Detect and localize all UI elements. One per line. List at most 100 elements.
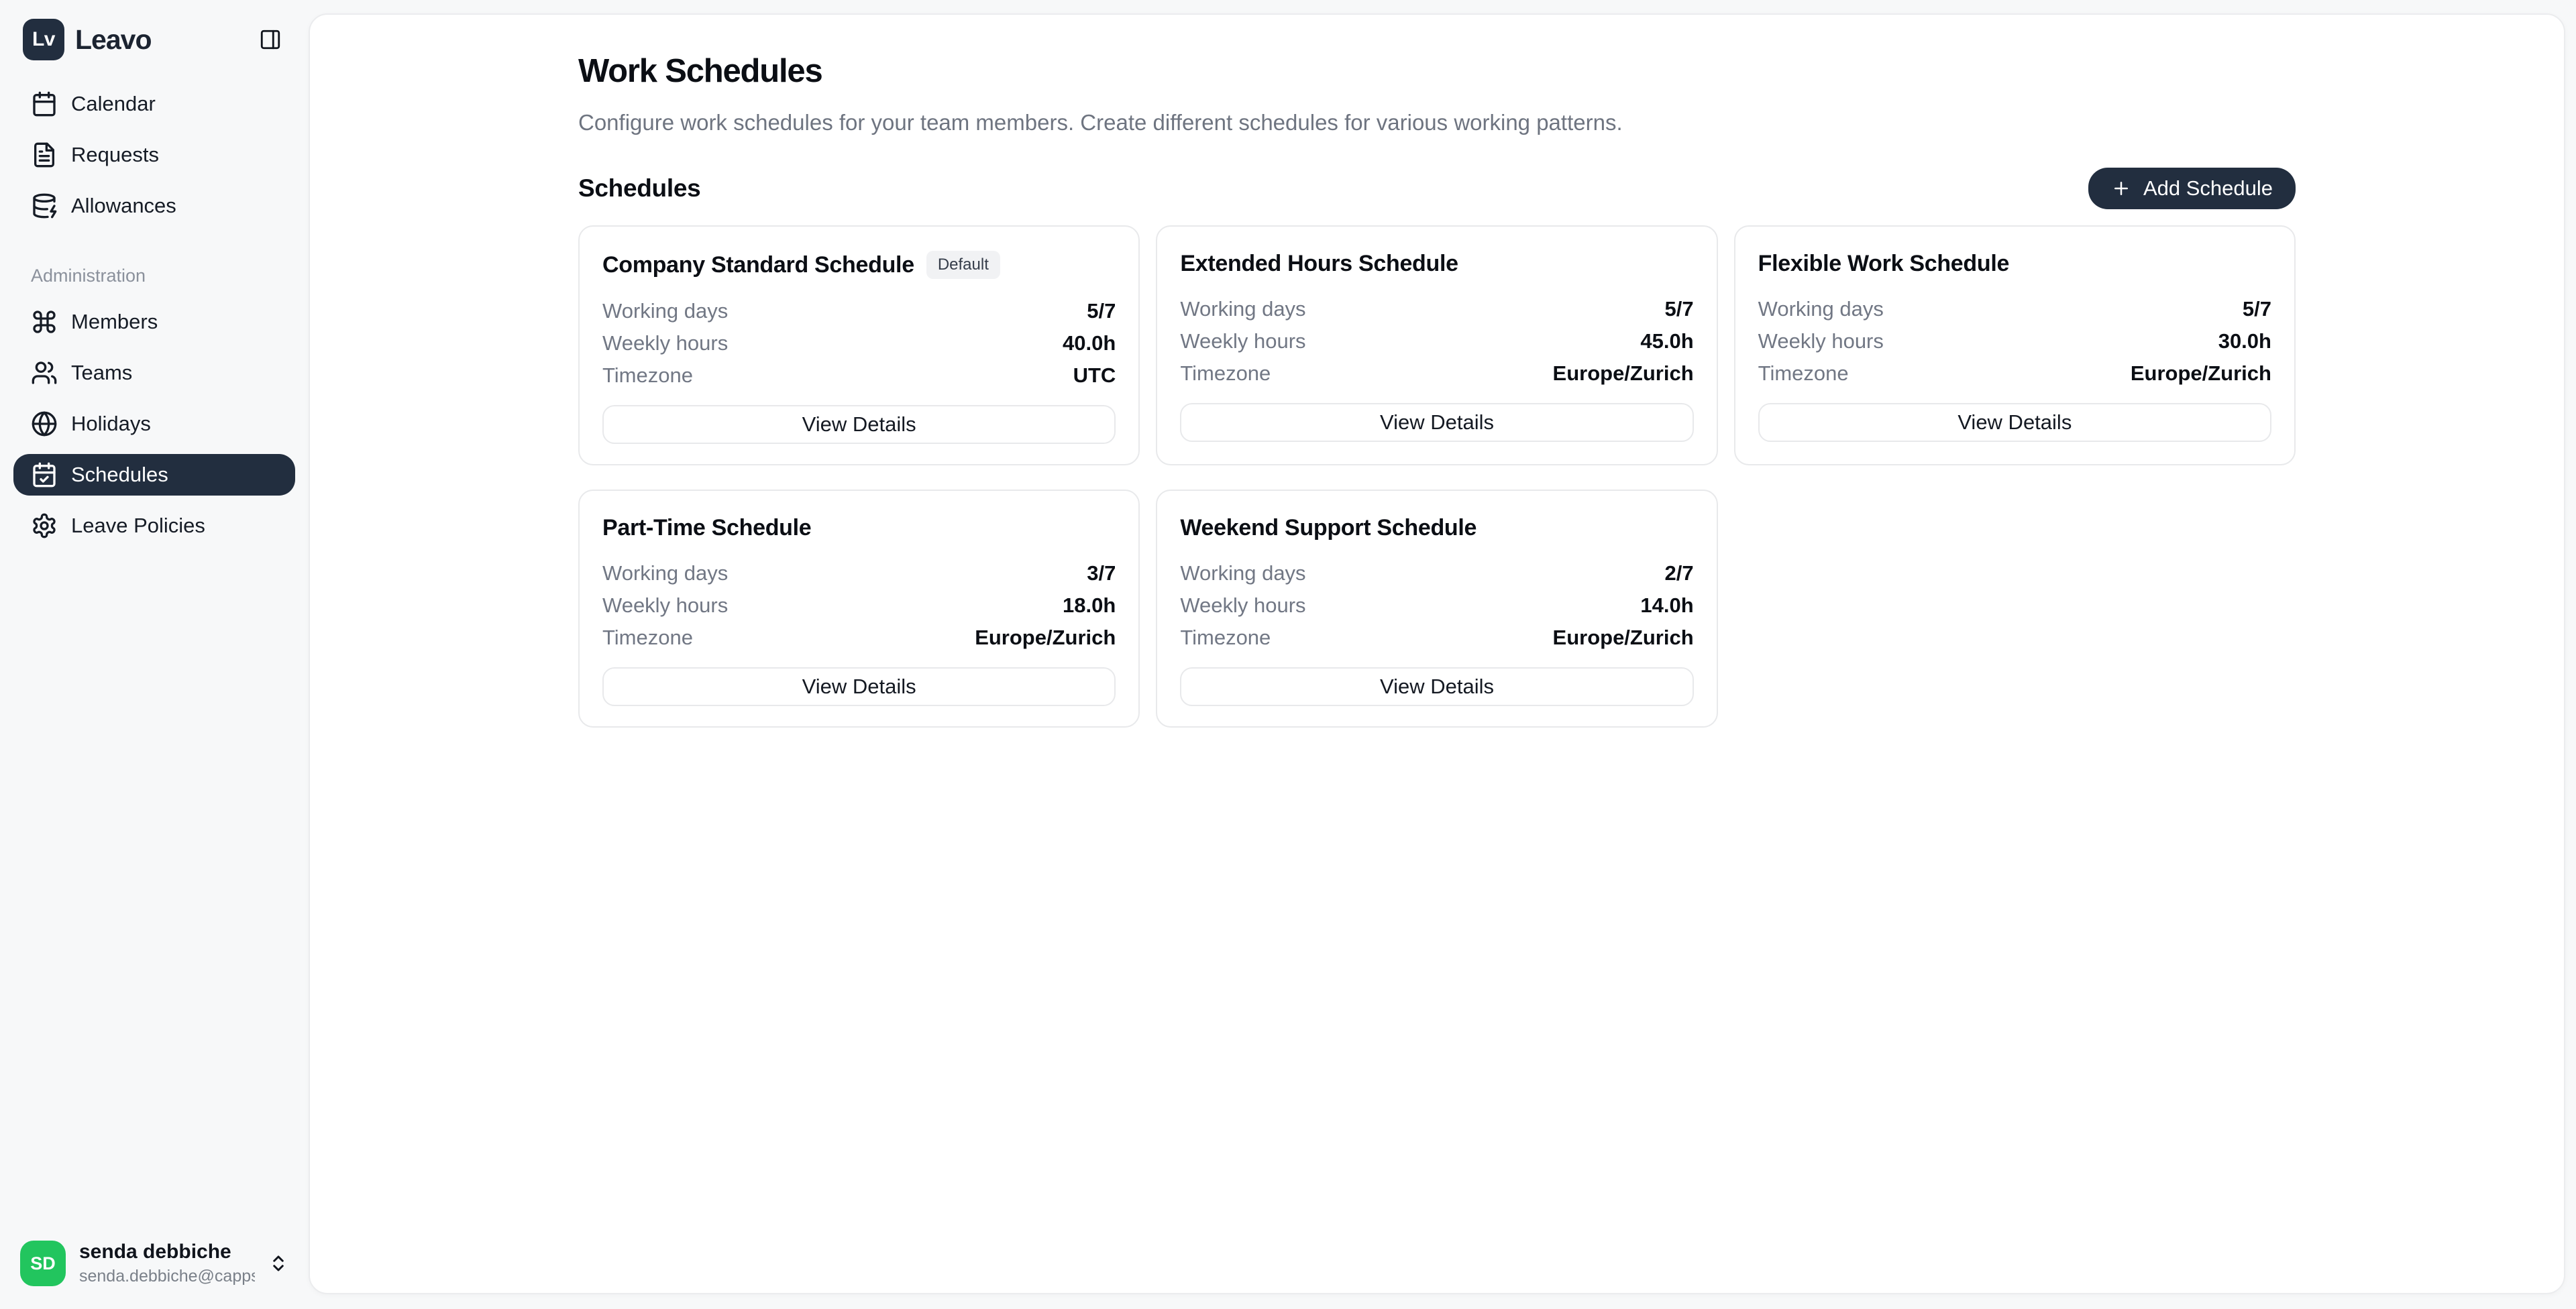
users-icon [31,359,58,386]
row-label: Working days [1180,297,1306,321]
globe-icon [31,410,58,437]
sidebar-item-label: Members [71,310,158,333]
schedule-card-title: Extended Hours Schedule [1180,251,1458,276]
schedule-card-title: Company Standard Schedule [602,251,914,278]
view-details-button[interactable]: View Details [1758,403,2271,442]
view-details-button[interactable]: View Details [602,405,1116,444]
view-details-button[interactable]: View Details [1180,667,1694,706]
schedule-card-title: Flexible Work Schedule [1758,251,2010,276]
row-label: Weekly hours [602,593,729,617]
gear-icon [31,512,58,539]
sidebar-item-holidays[interactable]: Holidays [13,403,295,445]
row-value: Europe/Zurich [975,626,1116,649]
row-label: Weekly hours [602,331,729,355]
sidebar-spacer [13,547,295,1235]
timezone-row: Timezone UTC [602,363,1116,388]
calendar-icon [31,91,58,117]
plus-icon [2111,178,2131,198]
row-value: 14.0h [1640,593,1694,617]
row-label: Timezone [1180,361,1271,385]
calendar-check-icon [31,461,58,488]
app-logo-monogram: Lv [32,28,56,50]
database-zap-icon [31,192,58,219]
chevrons-up-down-icon [268,1253,288,1273]
sidebar-admin-nav: Members Teams Holidays Schedules Leave P… [13,301,295,547]
schedule-card-rows: Working days 5/7 Weekly hours 45.0h Time… [1180,297,1693,386]
row-value: 5/7 [2242,297,2271,321]
sidebar-toggle-button[interactable] [255,24,286,55]
timezone-row: Timezone Europe/Zurich [1180,361,1693,386]
row-label: Weekly hours [1180,329,1306,353]
default-badge: Default [926,251,1000,279]
add-schedule-button[interactable]: Add Schedule [2088,168,2296,209]
user-email: senda.debbiche@cappsu... [79,1267,255,1286]
view-details-button[interactable]: View Details [1180,403,1694,442]
schedule-card-head: Flexible Work Schedule [1758,251,2271,277]
row-label: Timezone [602,626,693,649]
row-label: Working days [1758,297,1884,321]
schedule-card-rows: Working days 5/7 Weekly hours 40.0h Time… [602,299,1116,388]
sidebar-item-requests[interactable]: Requests [13,134,295,176]
sidebar-item-calendar[interactable]: Calendar [13,83,295,125]
weekly-hours-row: Weekly hours 30.0h [1758,329,2271,353]
row-label: Working days [602,561,729,585]
schedule-card-head: Extended Hours Schedule [1180,251,1693,277]
row-value: Europe/Zurich [1552,361,1694,385]
sidebar: Lv Leavo Calendar Requests Allowances [0,0,309,1309]
sidebar-section-label: Administration [31,266,146,286]
row-label: Timezone [602,363,693,387]
row-value: 40.0h [1063,331,1116,355]
view-details-button[interactable]: View Details [602,667,1116,706]
timezone-row: Timezone Europe/Zurich [1758,361,2271,386]
user-meta: senda debbiche senda.debbiche@cappsu... [79,1241,255,1286]
page-subtitle: Configure work schedules for your team m… [578,110,1623,135]
sidebar-item-label: Schedules [71,463,168,486]
avatar-initials: SD [30,1253,56,1273]
sidebar-item-members[interactable]: Members [13,301,295,343]
app-logo: Lv [23,19,64,60]
sidebar-item-label: Requests [71,143,159,166]
sidebar-item-label: Calendar [71,92,156,115]
row-label: Weekly hours [1180,593,1306,617]
schedule-card-company-standard: Company Standard Schedule Default Workin… [578,225,1140,465]
weekly-hours-row: Weekly hours 45.0h [1180,329,1693,353]
sidebar-item-label: Allowances [71,194,176,217]
sidebar-item-schedules[interactable]: Schedules [13,454,295,496]
page-title: Work Schedules [578,53,823,89]
sidebar-item-label: Teams [71,361,133,384]
command-icon [31,308,58,335]
sidebar-item-label: Leave Policies [71,514,205,537]
row-value: 3/7 [1087,561,1116,585]
add-schedule-button-label: Add Schedule [2143,176,2273,200]
row-label: Timezone [1180,626,1271,649]
row-value: 45.0h [1640,329,1694,353]
working-days-row: Working days 5/7 [602,299,1116,323]
row-value: Europe/Zurich [2130,361,2271,385]
main-content: Work Schedules Configure work schedules … [310,15,2564,728]
sidebar-item-teams[interactable]: Teams [13,352,295,394]
row-label: Timezone [1758,361,1849,385]
schedule-cards-grid: Company Standard Schedule Default Workin… [578,225,2296,728]
user-menu[interactable]: SD senda debbiche senda.debbiche@cappsu.… [13,1235,295,1292]
row-value: 2/7 [1664,561,1694,585]
schedules-section-title: Schedules [578,174,701,202]
schedule-card-rows: Working days 3/7 Weekly hours 18.0h Time… [602,561,1116,650]
row-value: UTC [1073,363,1116,387]
brand: Lv Leavo [13,19,295,60]
schedule-card-flexible-work: Flexible Work Schedule Working days 5/7 … [1733,225,2296,465]
weekly-hours-row: Weekly hours 18.0h [602,593,1116,618]
schedule-card-head: Part-Time Schedule [602,515,1116,541]
weekly-hours-row: Weekly hours 40.0h [602,331,1116,355]
schedule-card-head: Weekend Support Schedule [1180,515,1693,541]
panel-right-icon [259,28,282,51]
working-days-row: Working days 3/7 [602,561,1116,585]
sidebar-item-leave-policies[interactable]: Leave Policies [13,505,295,547]
schedule-card-weekend-support: Weekend Support Schedule Working days 2/… [1156,490,1718,728]
schedule-card-rows: Working days 2/7 Weekly hours 14.0h Time… [1180,561,1693,650]
user-name: senda debbiche [79,1241,231,1263]
sidebar-item-allowances[interactable]: Allowances [13,185,295,227]
row-value: Europe/Zurich [1552,626,1694,649]
row-value: 18.0h [1063,593,1116,617]
working-days-row: Working days 2/7 [1180,561,1693,585]
file-text-icon [31,141,58,168]
